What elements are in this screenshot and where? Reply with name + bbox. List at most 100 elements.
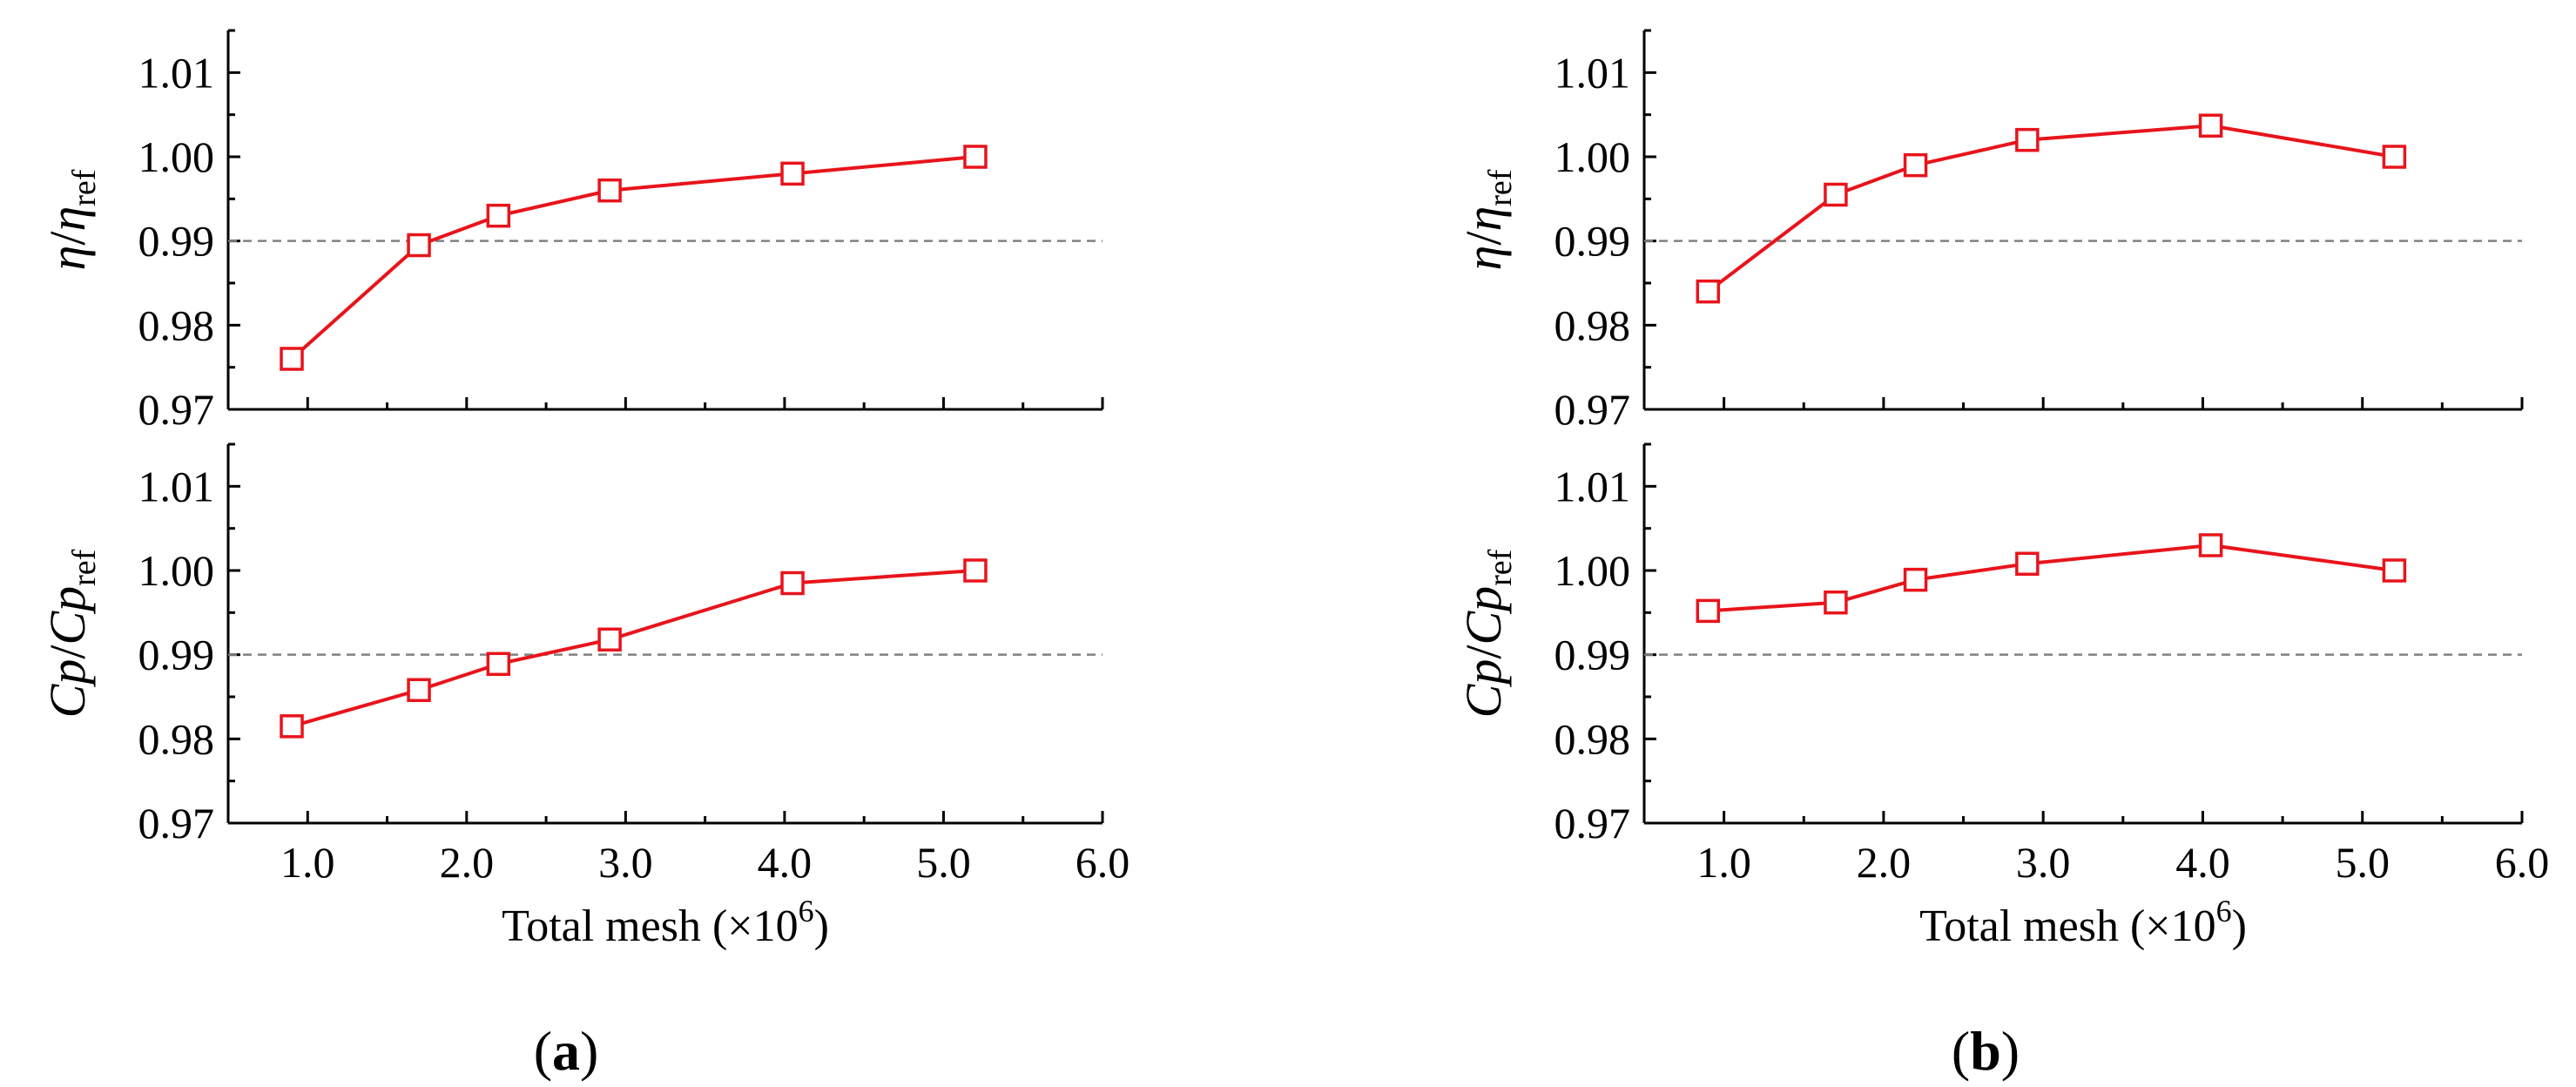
data-point-marker bbox=[1696, 279, 1721, 304]
data-point-marker bbox=[280, 347, 304, 371]
y-axis-label: η/ηref bbox=[39, 169, 103, 270]
x-tick-label: 3.0 bbox=[2016, 838, 2071, 887]
x-label-close: ) bbox=[2232, 901, 2247, 951]
y-tick-label: 1.01 bbox=[1554, 48, 1631, 97]
y-tick-label: 1.00 bbox=[138, 546, 215, 595]
series-line bbox=[1708, 543, 2395, 613]
y-tick-label: 0.98 bbox=[138, 714, 215, 763]
y-label-subscript: ref bbox=[66, 169, 103, 206]
x-tick-label: 5.0 bbox=[916, 838, 971, 887]
data-point-marker bbox=[597, 178, 622, 203]
data-point-marker bbox=[2015, 127, 2040, 152]
x-axis-label: Total mesh (×106) bbox=[502, 894, 829, 951]
y-label-numerator: Cp bbox=[39, 659, 96, 719]
y-axis-label: Cp/Cpref bbox=[39, 549, 103, 718]
data-point-marker bbox=[407, 678, 431, 703]
data-point-marker bbox=[597, 627, 622, 652]
y-tick-label: 0.98 bbox=[1554, 714, 1631, 763]
data-point-marker bbox=[1824, 590, 1848, 615]
panel-label-close: ) bbox=[2001, 1020, 2020, 1082]
y-label-denominator: η bbox=[39, 206, 96, 232]
y-label-slash: / bbox=[1455, 231, 1512, 246]
data-point-marker bbox=[963, 558, 988, 583]
panel-label-open: ( bbox=[534, 1020, 552, 1082]
data-point-marker bbox=[1824, 182, 1848, 207]
x-label-main: Total mesh (×10 bbox=[1919, 901, 2216, 951]
y-label-denominator: η bbox=[1455, 206, 1512, 232]
series-line bbox=[290, 155, 976, 361]
y-label-numerator: η bbox=[1455, 246, 1512, 271]
x-tick-label: 2.0 bbox=[440, 838, 495, 887]
data-point-marker bbox=[407, 233, 431, 258]
x-tick-label: 1.0 bbox=[1696, 838, 1751, 887]
x-tick-label: 6.0 bbox=[2495, 838, 2550, 887]
y-label-subscript: ref bbox=[1482, 169, 1519, 206]
panel-label: (a) bbox=[534, 1020, 599, 1082]
y-label-slash: / bbox=[1455, 645, 1512, 659]
panel-label-letter: b bbox=[1970, 1020, 2001, 1082]
y-label-denominator: Cp bbox=[1455, 586, 1512, 645]
y-tick-label: 0.99 bbox=[138, 631, 215, 679]
y-tick-label: 1.01 bbox=[138, 462, 215, 510]
series-line bbox=[291, 569, 976, 728]
y-label-numerator: Cp bbox=[1455, 659, 1512, 719]
data-point-marker bbox=[780, 161, 805, 186]
data-point-marker bbox=[2198, 533, 2223, 557]
y-tick-label: 0.99 bbox=[1554, 217, 1631, 266]
data-point-marker bbox=[2382, 558, 2407, 583]
panel-label-open: ( bbox=[1952, 1020, 1970, 1082]
series-line bbox=[1707, 124, 2395, 294]
y-tick-label: 1.00 bbox=[1554, 132, 1631, 181]
x-tick-label: 1.0 bbox=[280, 838, 335, 887]
x-label-main: Total mesh (×10 bbox=[502, 901, 799, 951]
data-point-marker bbox=[1903, 567, 1928, 592]
y-tick-label: 0.97 bbox=[1554, 799, 1631, 847]
y-tick-label: 0.99 bbox=[1554, 631, 1631, 679]
data-point-marker bbox=[280, 714, 304, 739]
data-point-marker bbox=[1696, 598, 1721, 624]
y-tick-label: 0.98 bbox=[138, 300, 215, 349]
y-tick-label: 1.01 bbox=[1554, 462, 1631, 510]
y-label-slash: / bbox=[39, 231, 96, 246]
data-point-marker bbox=[780, 571, 805, 596]
panel-label-letter: a bbox=[552, 1020, 580, 1082]
x-tick-label: 3.0 bbox=[598, 838, 653, 887]
y-tick-label: 0.97 bbox=[1554, 385, 1631, 434]
data-point-marker bbox=[1903, 152, 1928, 178]
x-tick-label: 5.0 bbox=[2335, 838, 2390, 887]
y-axis-label: η/ηref bbox=[1455, 169, 1519, 270]
y-tick-label: 1.00 bbox=[138, 132, 215, 181]
y-tick-label: 0.98 bbox=[1554, 300, 1631, 349]
y-tick-label: 0.99 bbox=[138, 217, 215, 266]
panel-label: (b) bbox=[1952, 1020, 2020, 1082]
panel-a-efficiency-plot: 0.970.980.991.001.01η/ηref bbox=[39, 29, 1104, 434]
x-label-exponent: 6 bbox=[799, 894, 814, 928]
x-label-close: ) bbox=[814, 901, 829, 951]
y-tick-label: 1.00 bbox=[1554, 546, 1631, 595]
x-tick-label: 6.0 bbox=[1076, 838, 1130, 887]
panel-b-efficiency-plot: 0.970.980.991.001.01η/ηref bbox=[1455, 29, 2524, 434]
x-axis-label: Total mesh (×106) bbox=[1919, 894, 2247, 951]
x-tick-label: 2.0 bbox=[1857, 838, 1912, 887]
y-axis-label: Cp/Cpref bbox=[1455, 549, 1519, 718]
y-label-subscript: ref bbox=[1482, 549, 1519, 586]
y-label-slash: / bbox=[39, 645, 96, 659]
data-point-marker bbox=[2198, 113, 2223, 138]
data-point-marker bbox=[2015, 551, 2040, 577]
y-label-subscript: ref bbox=[66, 549, 103, 586]
panel-label-close: ) bbox=[580, 1020, 598, 1082]
data-point-marker bbox=[486, 652, 511, 677]
data-point-marker bbox=[2382, 145, 2407, 169]
y-label-numerator: η bbox=[39, 246, 96, 271]
x-tick-label: 4.0 bbox=[2175, 838, 2230, 887]
y-label-denominator: Cp bbox=[39, 586, 96, 645]
y-tick-label: 1.01 bbox=[138, 48, 215, 97]
x-label-exponent: 6 bbox=[2216, 894, 2232, 928]
y-tick-label: 0.97 bbox=[138, 385, 215, 434]
data-point-marker bbox=[963, 145, 988, 169]
x-tick-label: 4.0 bbox=[758, 838, 813, 887]
data-point-marker bbox=[486, 203, 511, 228]
